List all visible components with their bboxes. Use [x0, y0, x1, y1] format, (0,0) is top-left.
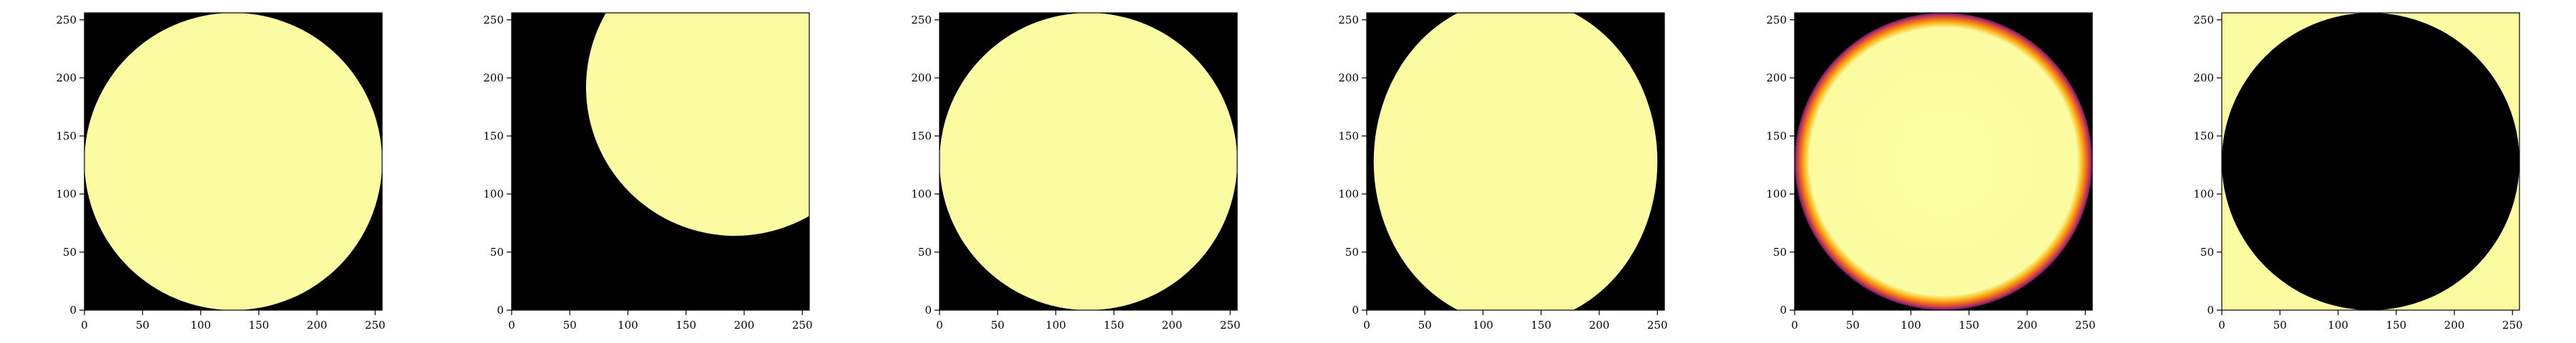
- x-tick-label: 100: [618, 319, 638, 332]
- y-tick-label: 150: [56, 129, 77, 142]
- x-tick-label: 250: [2075, 319, 2096, 332]
- x-tick-label: 250: [1647, 319, 1668, 332]
- axes-frame: [1366, 12, 1665, 311]
- x-tick-label: 0: [508, 319, 515, 332]
- y-tick-label: 0: [1352, 304, 1359, 317]
- disk-mask: [84, 13, 382, 310]
- y-tick-label: 250: [56, 14, 77, 26]
- ellipse-mask: [1373, 13, 1658, 310]
- x-tick-label: 100: [1045, 319, 1066, 332]
- y-tick-label: 200: [1766, 71, 1787, 84]
- y-tick-label: 50: [918, 246, 932, 259]
- y-tick-label: 0: [69, 304, 77, 317]
- y-tick-label: 50: [2200, 246, 2214, 259]
- axes-frame: [511, 12, 810, 311]
- x-tick-label: 200: [2444, 319, 2465, 332]
- y-tick-label: 150: [1338, 129, 1359, 142]
- y-tick-label: 250: [2193, 14, 2214, 26]
- x-tick-label: 200: [1589, 319, 1610, 332]
- x-tick-label: 200: [734, 319, 755, 332]
- disk-mask: [586, 13, 809, 236]
- y-tick-label: 150: [2193, 129, 2214, 142]
- y-tick-label: 200: [1338, 71, 1359, 84]
- y-tick-label: 0: [2207, 304, 2214, 317]
- x-tick-label: 200: [307, 319, 328, 332]
- y-tick-label: 200: [483, 71, 504, 84]
- y-tick-label: 0: [497, 304, 504, 317]
- y-tick-label: 150: [483, 129, 504, 142]
- y-tick-label: 100: [2193, 188, 2214, 201]
- x-tick-label: 250: [2502, 319, 2523, 332]
- x-tick-label: 0: [1363, 319, 1370, 332]
- x-tick-label: 0: [936, 319, 943, 332]
- y-tick-label: 50: [490, 246, 504, 259]
- disk-mask: [2222, 13, 2519, 310]
- y-tick-label: 200: [911, 71, 932, 84]
- panel-6: 0 50 100 150 200 250 0 50 100 150 200 250: [2193, 12, 2523, 332]
- x-tick-label: 150: [1958, 319, 1979, 332]
- panel-2: 0 50 100 150 200 250 0 50 100 150 200 250: [483, 12, 813, 332]
- x-tick-label: 0: [81, 319, 88, 332]
- panel-5: 0 50 100 150 200 250 0 50 100 150 200 250: [1766, 12, 2096, 332]
- y-tick-label: 150: [911, 129, 932, 142]
- x-tick-label: 150: [675, 319, 696, 332]
- y-tick-label: 200: [56, 71, 77, 84]
- y-tick-label: 0: [1780, 304, 1787, 317]
- y-tick-label: 250: [483, 14, 504, 26]
- y-tick-label: 200: [2193, 71, 2214, 84]
- panel-4: 0 50 100 150 200 250 0 50 100 150 200 250: [1338, 12, 1668, 332]
- x-tick-label: 100: [1473, 319, 1493, 332]
- panel-3: 0 50 100 150 200 250 0 50 100 150 200 250: [911, 12, 1241, 332]
- x-tick-label: 150: [2386, 319, 2406, 332]
- disk-mask: [1795, 13, 2092, 310]
- y-tick-label: 150: [1766, 129, 1787, 142]
- y-tick-label: 50: [1773, 246, 1787, 259]
- x-tick-label: 200: [1162, 319, 1183, 332]
- x-tick-label: 50: [1846, 319, 1860, 332]
- panel-1: 0 50 100 150 200 250 0 50 100 150 200 250: [56, 12, 386, 332]
- x-tick-label: 50: [136, 319, 150, 332]
- x-tick-label: 250: [365, 319, 386, 332]
- x-tick-label: 0: [2218, 319, 2225, 332]
- x-tick-label: 50: [563, 319, 577, 332]
- x-tick-label: 100: [190, 319, 211, 332]
- y-tick-label: 250: [1766, 14, 1787, 26]
- x-tick-label: 100: [1901, 319, 1921, 332]
- y-tick-label: 100: [1338, 188, 1359, 201]
- x-tick-label: 150: [248, 319, 269, 332]
- y-tick-label: 250: [1338, 14, 1359, 26]
- x-tick-label: 0: [1791, 319, 1798, 332]
- x-tick-label: 50: [991, 319, 1005, 332]
- x-tick-label: 250: [1220, 319, 1241, 332]
- axes-frame: [1794, 12, 2093, 311]
- y-tick-label: 50: [63, 246, 77, 259]
- x-tick-label: 150: [1103, 319, 1124, 332]
- axes-frame: [939, 12, 1238, 311]
- y-tick-label: 100: [911, 188, 932, 201]
- y-tick-label: 100: [483, 188, 504, 201]
- y-tick-label: 100: [1766, 188, 1787, 201]
- x-tick-label: 250: [792, 319, 813, 332]
- x-tick-label: 50: [1418, 319, 1432, 332]
- y-tick-label: 50: [1345, 246, 1359, 259]
- x-tick-label: 100: [2328, 319, 2348, 332]
- x-tick-label: 50: [2273, 319, 2287, 332]
- axes-frame: [2221, 12, 2520, 311]
- ellipse-mask: [940, 13, 1237, 310]
- axes-frame: [84, 12, 383, 311]
- y-tick-label: 250: [911, 14, 932, 26]
- x-tick-label: 150: [1531, 319, 1551, 332]
- y-tick-label: 100: [56, 188, 77, 201]
- y-tick-label: 0: [924, 304, 932, 317]
- x-tick-label: 200: [2017, 319, 2038, 332]
